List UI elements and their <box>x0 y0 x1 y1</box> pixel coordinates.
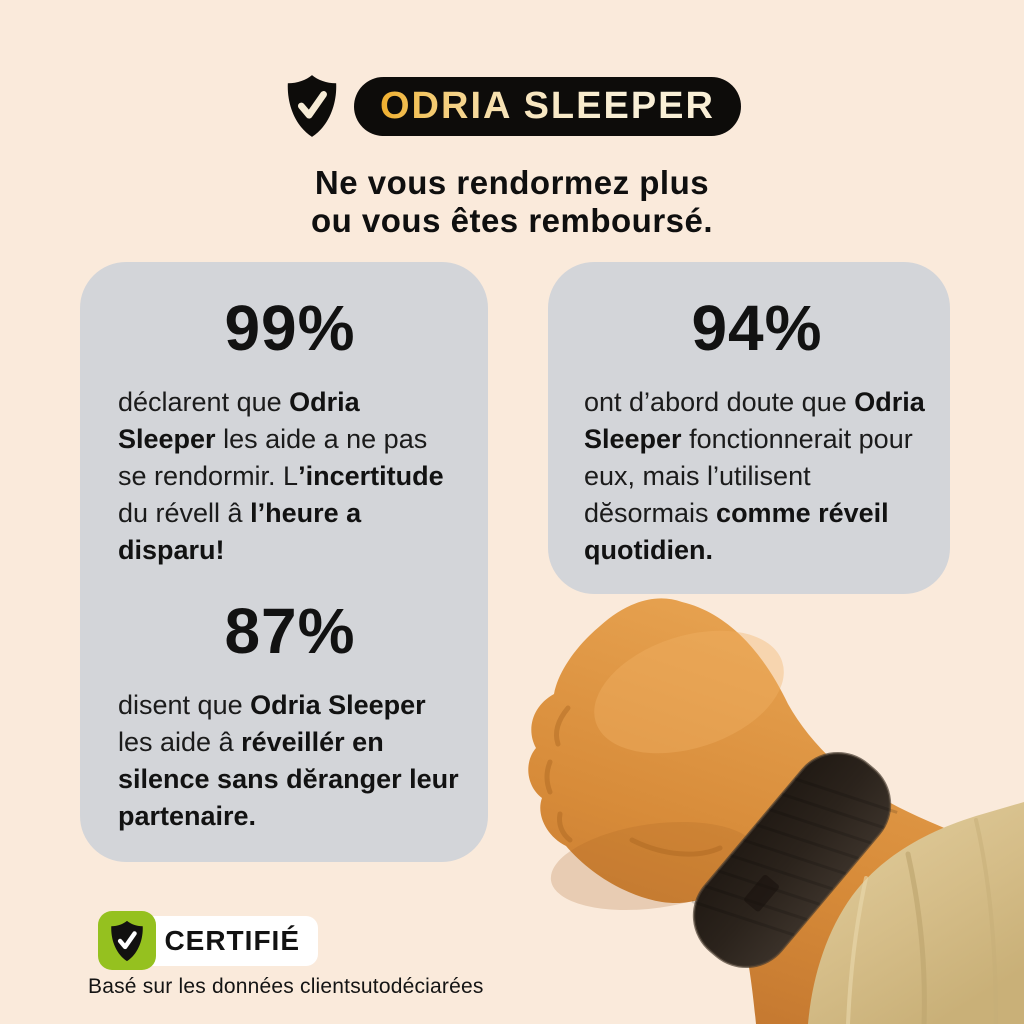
headline-line-2: ou vous êtes remboursé. <box>310 202 714 239</box>
stat-87: 87% disent que Odria Sleeper les aide â … <box>118 599 462 835</box>
brand-badge: ODRIA SLEEPER <box>0 72 1024 140</box>
brand-pill: ODRIA SLEEPER <box>354 76 741 136</box>
knuckle-creases <box>544 705 723 857</box>
band-logo <box>744 874 779 912</box>
disclaimer-text: Basé sur les données clientsutodéciarées <box>88 975 484 998</box>
headline-line-1: Ne vous rendormez plus <box>314 164 710 201</box>
wrist-band-illustration <box>528 598 1024 1024</box>
sleeve-folds <box>846 818 998 1024</box>
stat-94: 94% ont d’abord doute que Odria Sleeper … <box>584 296 930 569</box>
stat-text: déclarent que Odria Sleeper les aide a n… <box>118 387 444 565</box>
stats-card-left: 99% déclarent que Odria Sleeper les aide… <box>80 262 488 862</box>
stat-text: disent que Odria Sleeper les aide â réve… <box>118 690 459 831</box>
stat-text: ont d’abord doute que Odria Sleeper fonc… <box>584 387 925 565</box>
headline: Ne vous rendormez plus ou vous êtes remb… <box>0 164 1024 240</box>
stat-value: 87% <box>224 595 356 667</box>
certified-label: CERTIFIÉ <box>164 925 300 956</box>
shield-check-icon <box>111 920 143 961</box>
sleep-band <box>691 751 898 969</box>
stats-card-right: 94% ont d’abord doute que Odria Sleeper … <box>548 262 950 594</box>
certified-pill: CERTIFIÉ <box>122 916 318 966</box>
stat-value: 99% <box>224 292 356 364</box>
shield-check-icon <box>287 75 337 137</box>
brand-name: ODRIA SLEEPER <box>380 84 715 127</box>
certified-green-badge <box>98 911 156 970</box>
hand-highlight <box>594 630 784 754</box>
stat-value: 94% <box>691 292 823 364</box>
stat-99: 99% déclarent que Odria Sleeper les aide… <box>118 296 462 569</box>
